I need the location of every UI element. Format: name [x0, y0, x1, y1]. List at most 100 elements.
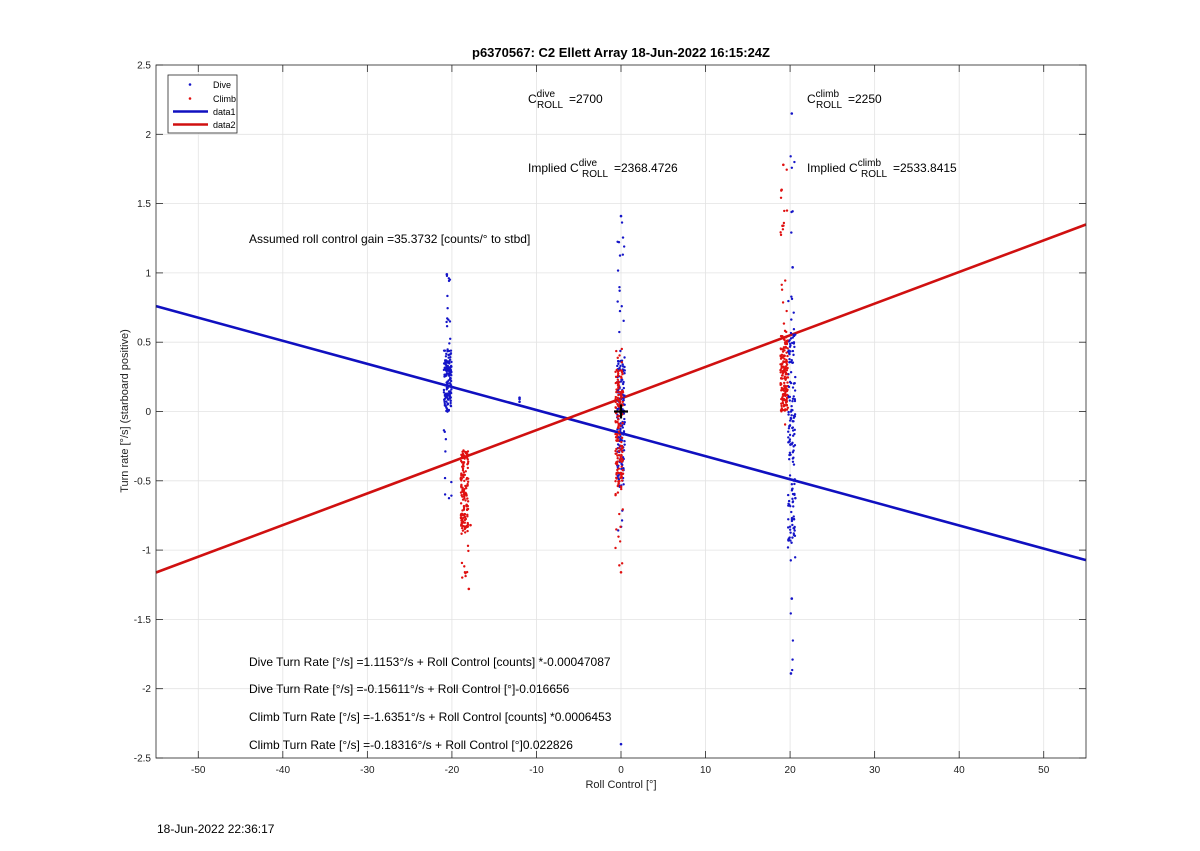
dive-point	[449, 371, 452, 374]
climb-point	[784, 279, 787, 282]
dive-point	[447, 356, 450, 359]
dive-point	[787, 436, 790, 439]
climb-point	[621, 400, 624, 404]
y-tick-label: 0.5	[137, 338, 151, 349]
climb-point	[617, 387, 620, 390]
climb-point	[617, 384, 621, 387]
dive-point	[620, 221, 624, 224]
dive-point	[793, 399, 797, 403]
dive-point	[622, 466, 625, 470]
dive-point	[618, 289, 621, 292]
climb-point	[779, 233, 783, 237]
dive-point	[789, 381, 793, 385]
dive-point	[622, 386, 626, 390]
climb-point	[782, 163, 785, 167]
c-roll-dive-value: =2700	[569, 92, 603, 106]
dive-point	[446, 368, 450, 372]
dive-point	[791, 349, 795, 353]
climb-point	[467, 587, 471, 591]
climb-point	[459, 459, 463, 463]
climb-point	[779, 231, 782, 234]
dive-point	[620, 378, 623, 381]
climb-point	[462, 490, 465, 493]
dive-point	[622, 449, 626, 452]
climb-point	[785, 351, 788, 354]
dive-point	[450, 388, 453, 391]
dive-point	[622, 483, 625, 486]
dive-point	[449, 390, 452, 393]
dive-point	[787, 499, 791, 503]
climb-point	[618, 564, 621, 567]
dive-degrees-equation: Dive Turn Rate [°/s] =-0.15611°/s + Roll…	[249, 682, 570, 696]
dive-point	[791, 426, 795, 429]
climb-point	[616, 437, 619, 440]
dive-point	[788, 451, 792, 455]
dive-point	[790, 510, 793, 514]
climb-point	[615, 349, 618, 353]
climb-point	[614, 494, 617, 497]
x-tick-label: -10	[529, 765, 544, 776]
climb-point	[784, 336, 788, 339]
center-marker	[614, 404, 628, 419]
climb-point	[780, 407, 783, 410]
climb-point	[781, 228, 785, 231]
climb-point	[616, 418, 620, 421]
dive-point	[449, 368, 452, 371]
climb-point	[620, 465, 623, 468]
dive-point	[788, 525, 792, 528]
dive-point	[445, 384, 448, 387]
dive-point	[792, 518, 796, 521]
x-tick-label: -50	[191, 765, 206, 776]
y-tick-label: -1.5	[134, 615, 152, 626]
dive-point	[623, 394, 626, 397]
climb-point	[466, 515, 469, 518]
dive-point	[792, 353, 795, 357]
climb-point	[466, 500, 470, 503]
dive-point	[450, 374, 453, 377]
climb-point	[785, 401, 788, 404]
dive-point	[449, 385, 453, 388]
climb-point	[780, 397, 783, 401]
dive-point	[794, 375, 797, 379]
climb-point	[614, 370, 617, 374]
dive-point	[618, 254, 622, 257]
climb-point	[616, 356, 619, 360]
climb-point	[619, 525, 622, 529]
dive-point	[790, 318, 793, 321]
y-tick-label: -1	[142, 546, 151, 557]
climb-point	[617, 398, 620, 401]
climb-point	[617, 430, 621, 433]
dive-point	[788, 474, 792, 477]
climb-point	[620, 444, 624, 448]
climb-point	[463, 565, 466, 568]
climb-point	[617, 447, 621, 450]
climb-point	[785, 309, 788, 313]
dive-counts-equation: Dive Turn Rate [°/s] =1.1153°/s + Roll C…	[249, 655, 611, 669]
climb-point	[621, 421, 624, 425]
climb-point	[619, 570, 623, 574]
climb-point	[779, 196, 783, 199]
dive-point	[790, 404, 793, 408]
climb-point	[461, 463, 465, 467]
dive-point	[449, 364, 453, 368]
climb-point	[460, 561, 464, 565]
climb-point	[620, 448, 623, 452]
dive-point	[449, 401, 452, 405]
implied-dive-sub: ROLL	[582, 169, 609, 180]
climb-point	[618, 540, 622, 543]
y-tick-label: -2.5	[134, 754, 152, 765]
implied-climb-prefix: Implied C	[807, 161, 858, 175]
dive-point	[790, 489, 794, 492]
climb-point	[615, 368, 618, 372]
climb-point	[614, 381, 618, 385]
dive-point	[788, 357, 791, 361]
climb-point	[614, 546, 617, 550]
y-axis-label: Turn rate [°/s] (starboard positive)	[119, 329, 131, 493]
dive-point	[616, 300, 619, 303]
dive-point	[791, 266, 794, 269]
climb-point	[786, 406, 790, 409]
dive-point	[446, 348, 449, 351]
dive-point	[448, 320, 452, 323]
dive-point	[446, 392, 450, 395]
dive-point	[791, 500, 794, 504]
